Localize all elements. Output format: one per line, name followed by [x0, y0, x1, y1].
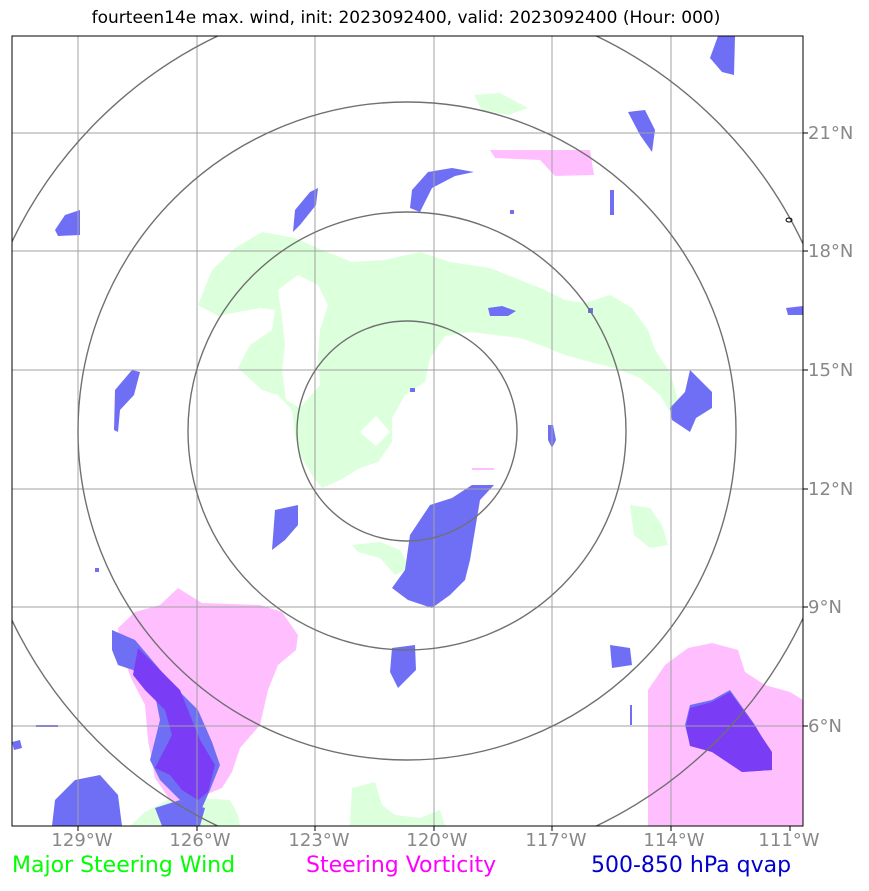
tick-marks: [77, 132, 808, 831]
steering-wind-region: [350, 782, 445, 826]
qvap-vorticity-overlap: [133, 648, 772, 800]
qvap-region: [52, 775, 122, 826]
steering-wind-region: [352, 542, 410, 575]
lon-label: 111°W: [758, 830, 819, 851]
lon-label: 123°W: [288, 830, 349, 851]
steering-wind-region: [474, 93, 528, 115]
lon-label: 120°W: [406, 830, 467, 851]
qvap-region: [610, 190, 614, 215]
qvap-region: [12, 740, 22, 750]
qvap-region: [670, 370, 712, 432]
qvap-region: [410, 168, 474, 212]
steering-vorticity-region: [472, 468, 494, 470]
qvap-regions: [12, 36, 803, 826]
range-ring: [12, 36, 803, 826]
steering-wind-region: [198, 232, 690, 488]
qvap-region: [293, 188, 318, 232]
lon-label: 129°W: [51, 830, 112, 851]
qvap-region: [55, 210, 80, 236]
qvap-region: [610, 645, 632, 668]
qvap-region: [488, 306, 516, 316]
latitude-labels: 21°N 18°N 15°N 12°N 9°N 6°N: [808, 123, 853, 737]
qvap-region: [114, 370, 140, 432]
qvap-region: [392, 485, 494, 608]
lon-label: 117°W: [525, 830, 586, 851]
lat-label: 6°N: [808, 716, 842, 737]
range-rings: [12, 36, 803, 826]
range-ring: [77, 101, 737, 761]
plot-frame: [11, 35, 804, 827]
lat-label: 15°N: [808, 360, 853, 381]
lon-label: 126°W: [169, 830, 230, 851]
qvap-region: [628, 110, 655, 152]
storm-marker-icon: [785, 217, 793, 223]
longitude-labels: 129°W 126°W 123°W 120°W 117°W 114°W 111°…: [51, 830, 819, 851]
qvap-region: [510, 210, 514, 214]
qvap-region: [95, 568, 99, 572]
lat-label: 21°N: [808, 123, 853, 144]
qvap-region: [155, 800, 205, 826]
steering-wind-region: [630, 505, 668, 548]
steering-vorticity-region: [490, 150, 594, 176]
lat-label: 9°N: [808, 597, 842, 618]
legend-steering-vorticity: Steering Vorticity: [306, 853, 497, 878]
range-ring: [187, 211, 627, 651]
qvap-region: [390, 645, 416, 688]
legend-steering-wind: Major Steering Wind: [12, 853, 236, 878]
range-ring: [296, 320, 518, 542]
map-title: fourteen14e max. wind, init: 2023092400,…: [91, 8, 721, 28]
qvap-region: [272, 505, 298, 550]
qvap-region: [710, 36, 735, 75]
lon-label: 114°W: [643, 830, 704, 851]
qvap-region: [630, 705, 632, 725]
qvap-region: [786, 306, 803, 315]
lat-label: 12°N: [808, 479, 853, 500]
qvap-region: [410, 388, 415, 392]
legend-qvap: 500-850 hPa qvap: [591, 853, 792, 878]
lat-label: 18°N: [808, 241, 853, 262]
